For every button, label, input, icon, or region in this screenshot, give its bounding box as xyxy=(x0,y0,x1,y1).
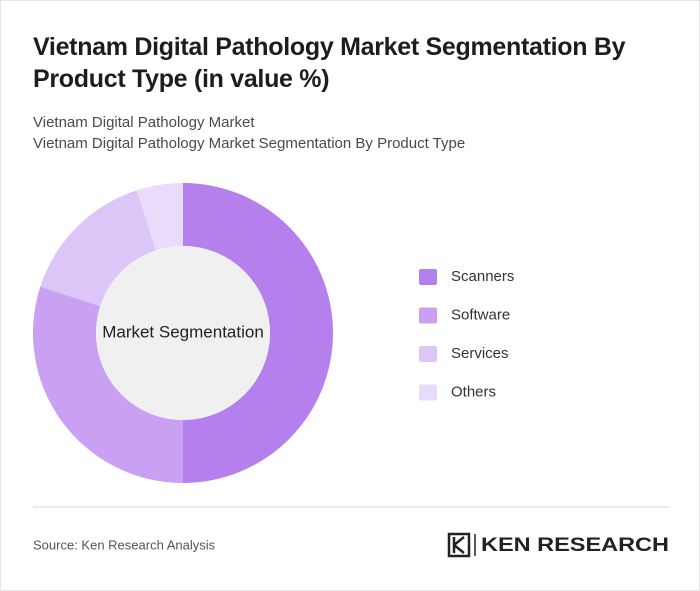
logo: KEN RESEARCH xyxy=(447,532,669,558)
subtitle: Vietnam Digital Pathology Market Segment… xyxy=(33,135,466,152)
donut-hole xyxy=(96,246,270,420)
logo-text: KEN RESEARCH xyxy=(481,535,669,556)
legend-swatch xyxy=(419,269,437,285)
legend-swatch xyxy=(419,346,437,362)
source: Source: Ken Research Analysis xyxy=(33,537,216,552)
donut-slice xyxy=(32,286,183,483)
subtitle: Vietnam Digital Pathology Market xyxy=(33,114,255,131)
donut-slice xyxy=(40,190,157,307)
chart-title: Vietnam Digital Pathology Market Segment… xyxy=(33,33,626,93)
center-label: Market Segmentation xyxy=(102,322,264,341)
legend-label: Services xyxy=(451,345,509,362)
legend-label: Scanners xyxy=(451,268,514,285)
legend-label: Software xyxy=(451,306,510,323)
donut-slice xyxy=(183,183,333,483)
legend-label: Others xyxy=(451,383,496,400)
donut-slice xyxy=(136,183,183,251)
legend-swatch xyxy=(419,307,437,324)
legend-swatch xyxy=(419,384,437,401)
